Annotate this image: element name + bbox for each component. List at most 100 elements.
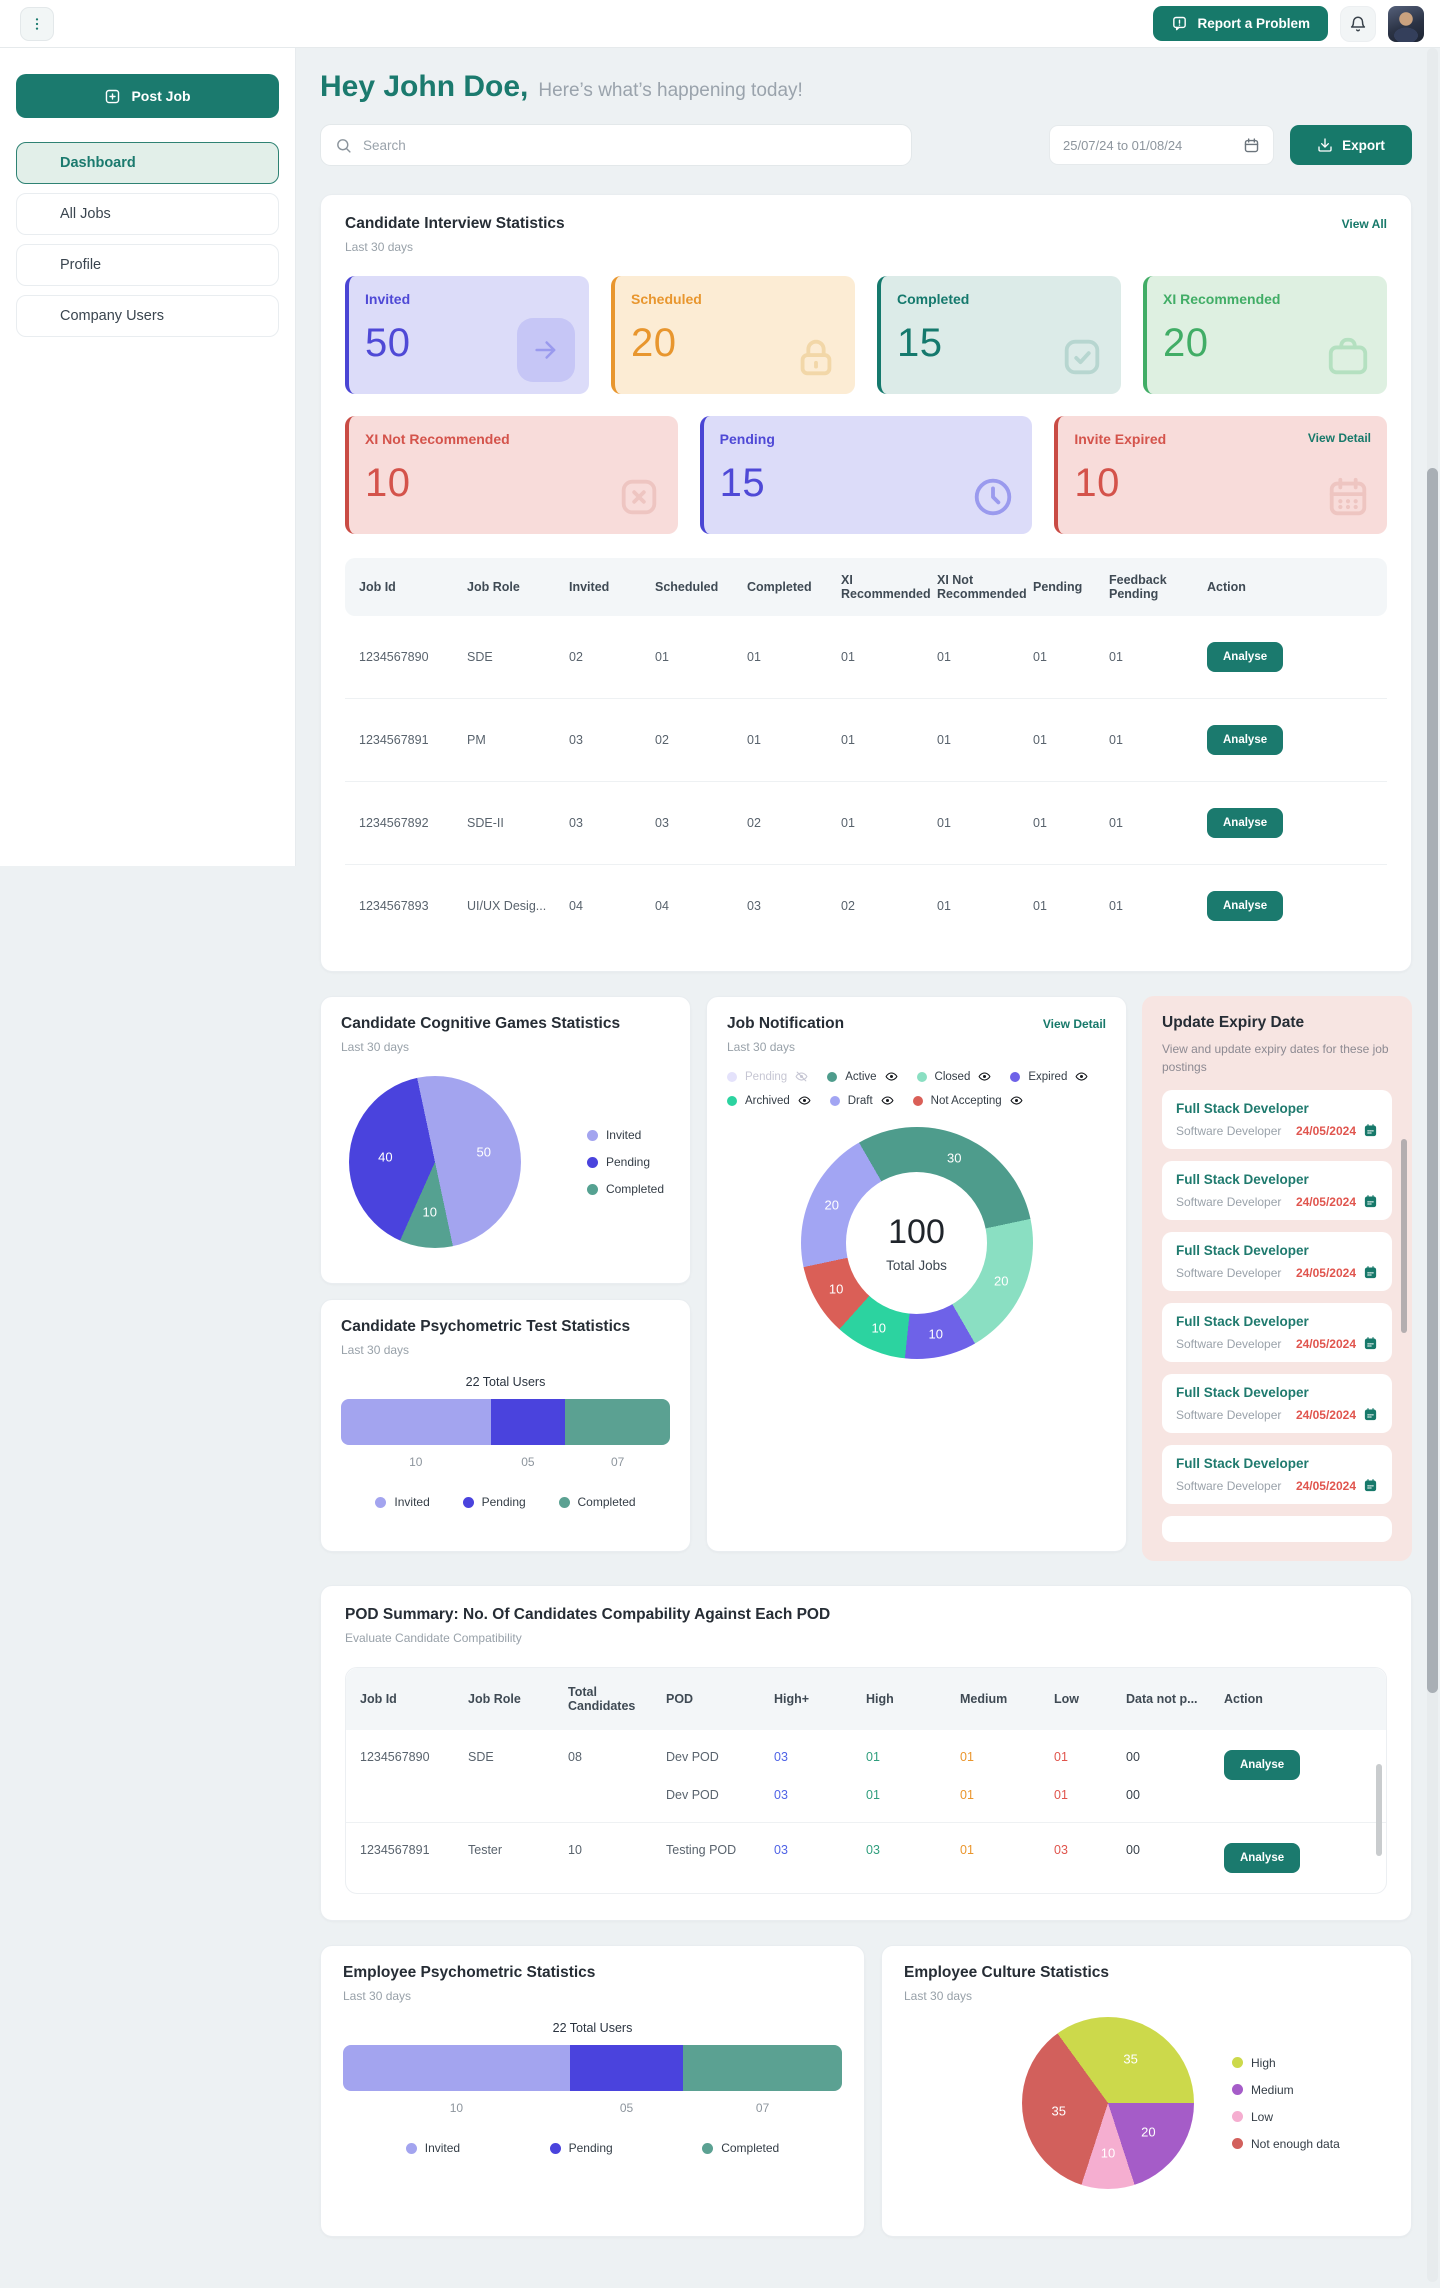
date-range-value: 25/07/24 to 01/08/24 [1063, 137, 1183, 153]
interview-statistics-card: Candidate Interview Statistics View All … [320, 194, 1412, 972]
legend-item-not-accepting[interactable]: Not Accepting [912, 1094, 1023, 1107]
column-header: High+ [774, 1692, 810, 1706]
stat-label: XI Recommended [1163, 291, 1281, 307]
bar-segment-invited [343, 2045, 570, 2091]
calendar-icon[interactable] [1363, 1123, 1378, 1138]
sidebar-item-company-users[interactable]: Company Users [16, 295, 279, 337]
legend-item-pending[interactable]: Pending [727, 1070, 808, 1083]
table-row: 1234567890 SDE 08 Dev POD 03 01 01 01 00 Dev POD 0… [346, 1730, 1386, 1823]
calendar-icon[interactable] [1363, 1194, 1378, 1209]
analyse-button[interactable]: Analyse [1207, 642, 1284, 672]
legend-dot [1232, 2111, 1243, 2122]
analyse-button[interactable]: Analyse [1224, 1750, 1301, 1780]
view-detail-link[interactable]: View Detail [1042, 1017, 1106, 1031]
eye-icon[interactable] [885, 1070, 898, 1083]
legend-item-draft[interactable]: Draft [829, 1094, 894, 1107]
expiry-date: 24/05/2024 [1295, 1478, 1356, 1493]
slice-value-label: 10 [422, 1204, 438, 1220]
sidebar-item-profile[interactable]: Profile [16, 244, 279, 286]
legend-item-expired[interactable]: Expired [1010, 1070, 1088, 1083]
legend-dot [549, 2142, 561, 2154]
date-range-picker[interactable]: 25/07/24 to 01/08/24 [1049, 125, 1274, 165]
pod-summary-card: POD Summary: No. Of Candidates Compabili… [320, 1585, 1412, 1921]
stat-label: XI Not Recommended [365, 431, 510, 447]
view-all-link[interactable]: View All [1341, 217, 1387, 231]
expiry-job-card: Full Stack Developer Software Developer 24… [1162, 1374, 1392, 1433]
bell-icon [1349, 15, 1367, 33]
expiry-scrollbar[interactable] [1401, 1139, 1407, 1333]
eye-icon[interactable] [978, 1070, 991, 1083]
slice-value-label: 35 [1123, 2051, 1138, 2067]
legend-label: Pending [568, 2141, 613, 2155]
eye-icon[interactable] [1010, 1094, 1023, 1107]
table-cell: 01 [1033, 899, 1047, 913]
legend-dot [1232, 2084, 1243, 2095]
legend-item-closed[interactable]: Closed [916, 1070, 992, 1083]
analyse-button[interactable]: Analyse [1207, 725, 1284, 755]
job-title: Full Stack Developer [1176, 1456, 1309, 1471]
sidebar-item-label: Dashboard [60, 155, 136, 171]
calendar-icon[interactable] [1363, 1265, 1378, 1280]
users-icon [30, 307, 49, 326]
user-icon [30, 256, 49, 275]
arrow-right-icon [517, 318, 575, 382]
job-notification-subtitle: Last 30 days [727, 1040, 796, 1054]
legend-label: Pending [745, 1070, 788, 1083]
legend-label: Expired [1028, 1070, 1068, 1083]
expiry-list: Full Stack Developer Software Developer 24… [1162, 1090, 1392, 1542]
stat-cards-row-2: XI Not Recommended 10 Pending 15 Invite Expi… [345, 416, 1388, 534]
legend-dot [916, 1071, 927, 1082]
legend-item-active[interactable]: Active [827, 1070, 898, 1083]
calendar-icon[interactable] [1363, 1478, 1378, 1493]
view-detail-link[interactable]: View Detail [1307, 431, 1372, 445]
legend-label: Not Accepting [930, 1094, 1002, 1107]
search-input[interactable] [361, 136, 897, 154]
export-button[interactable]: Export [1290, 125, 1412, 165]
clock-icon [968, 472, 1018, 522]
job-role: Software Developer [1176, 1478, 1282, 1493]
analyse-button[interactable]: Analyse [1224, 1843, 1301, 1873]
legend-item-pending: Pending [549, 2141, 613, 2155]
legend-item-archived[interactable]: Archived [727, 1094, 811, 1107]
candidate-psychometric-card: Candidate Psychometric Test Statistics L… [320, 1299, 691, 1552]
kebab-menu-button[interactable] [20, 6, 54, 41]
legend-dot [375, 1496, 387, 1508]
job-role: Software Developer [1176, 1407, 1282, 1422]
pod-table-scrollbar[interactable] [1376, 1764, 1382, 1856]
eye-icon[interactable] [1075, 1070, 1088, 1083]
calendar-icon[interactable] [1363, 1407, 1378, 1422]
eye-off-icon[interactable] [795, 1070, 808, 1083]
page-scrollbar-thumb[interactable] [1427, 468, 1438, 1693]
greeting: Hey John Doe, Here’s what’s happening to… [320, 70, 1412, 104]
column-header: Job Role [468, 1692, 521, 1706]
cognitive-pie-chart: 50 10 40 [349, 1076, 521, 1248]
legend-item-invited: Invited [405, 2141, 460, 2155]
job-title: Full Stack Developer [1176, 1243, 1309, 1258]
stacked-bar-labels: 10 05 07 [341, 1455, 670, 1469]
report-problem-button[interactable]: Report a Problem [1153, 6, 1328, 41]
employee-psychometric-card: Employee Psychometric Statistics Last 30… [320, 1945, 865, 2237]
table-cell: 03 [774, 1750, 788, 1764]
table-cell: 01 [1033, 816, 1047, 830]
legend-item-not-enough-data: Not enough data [1232, 2137, 1340, 2151]
legend-dot [727, 1071, 737, 1082]
notifications-button[interactable] [1340, 5, 1376, 42]
candidate-psychometric-subtitle: Last 30 days [341, 1343, 410, 1357]
analyse-button[interactable]: Analyse [1207, 891, 1284, 921]
stacked-bar [343, 2045, 842, 2091]
sidebar-item-dashboard[interactable]: Dashboard [16, 142, 279, 184]
eye-icon[interactable] [798, 1094, 811, 1107]
job-title: Full Stack Developer [1176, 1314, 1309, 1329]
sidebar-item-all-jobs[interactable]: All Jobs [16, 193, 279, 235]
stat-value: 15 [897, 321, 943, 365]
eye-icon[interactable] [881, 1094, 894, 1107]
table-row: 1234567892 SDE-II 03 03 02 01 01 01 01 Analyse [345, 782, 1387, 865]
slice-value-label: 40 [378, 1149, 393, 1165]
page-scrollbar[interactable] [1427, 48, 1438, 2282]
analyse-button[interactable]: Analyse [1207, 808, 1284, 838]
calendar-icon[interactable] [1363, 1336, 1378, 1351]
bar-segment-pending [490, 1399, 566, 1445]
table-cell: 01 [1109, 733, 1123, 747]
post-job-button[interactable]: Post Job [16, 74, 279, 118]
user-avatar[interactable] [1388, 5, 1424, 42]
